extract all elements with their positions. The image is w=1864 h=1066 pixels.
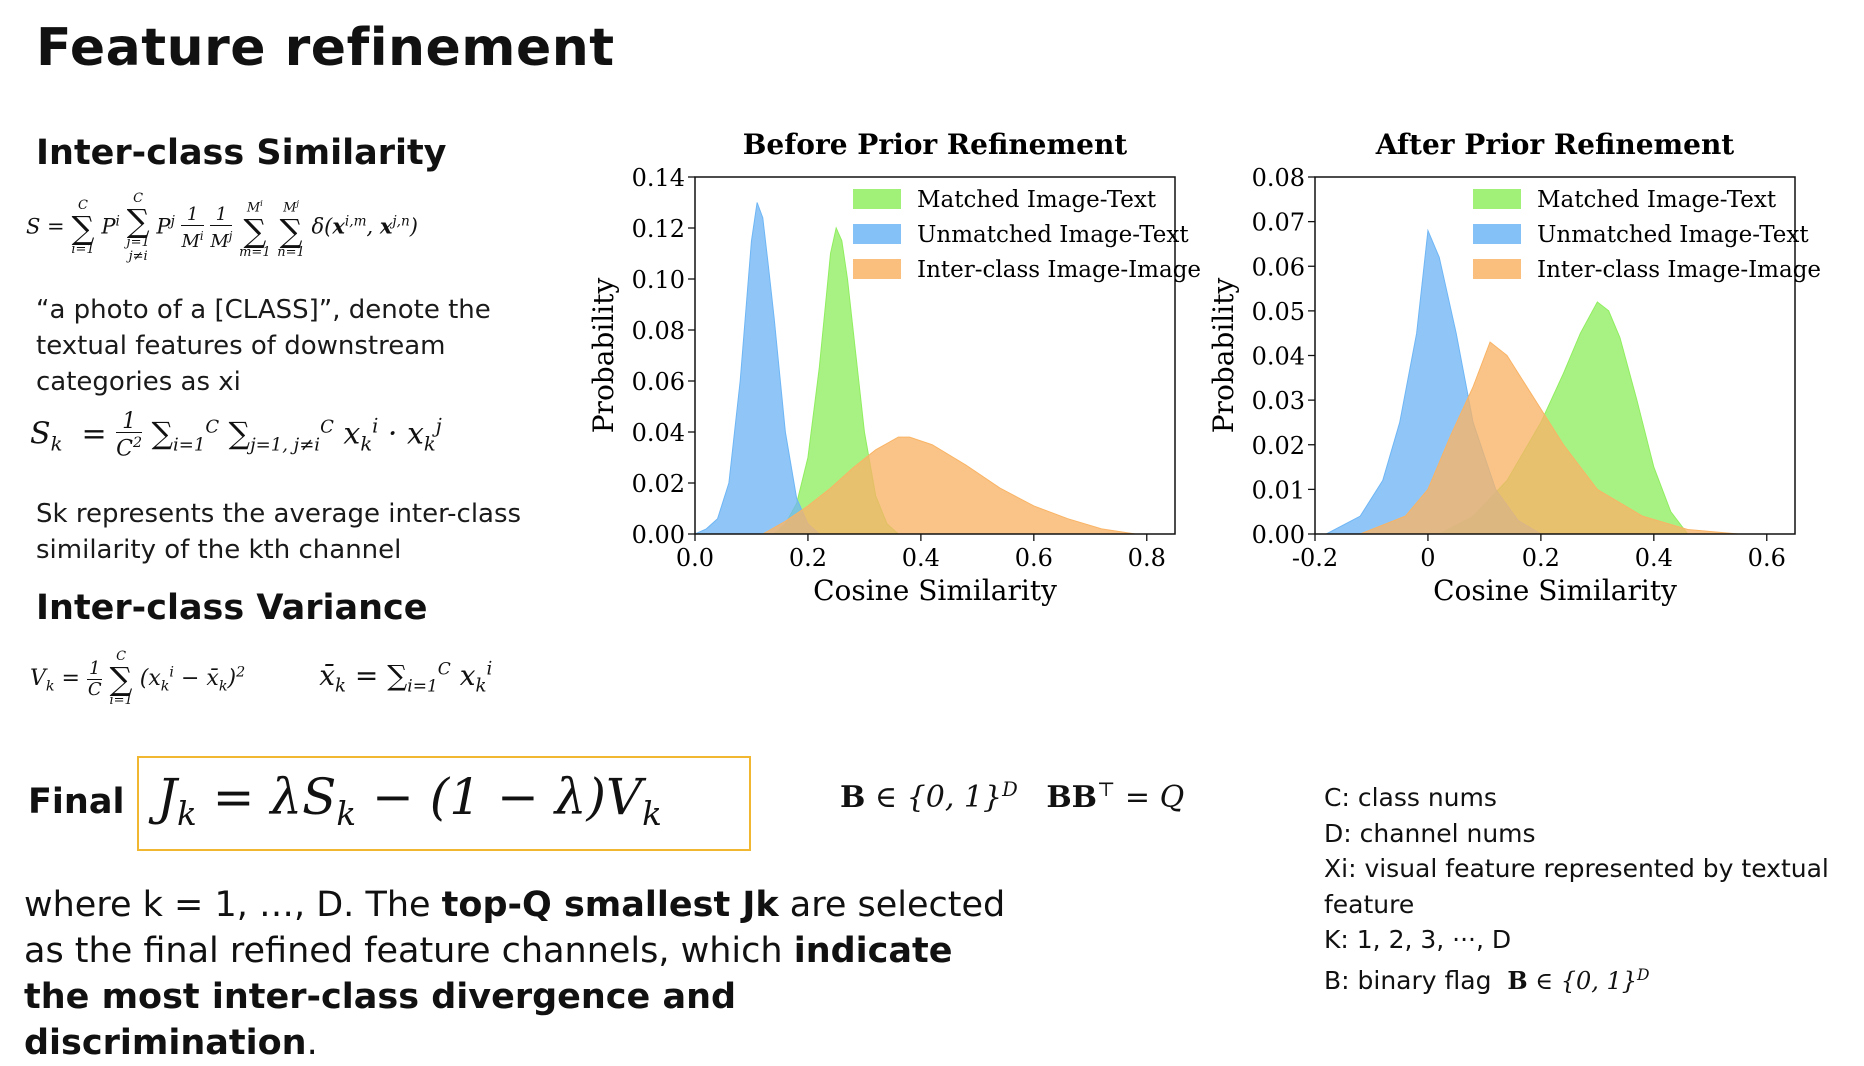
sk-formula: Sk = 1 C2 ∑i=1C ∑j=1, j≠iC xki · xkj: [30, 409, 442, 462]
note-item: D: channel nums: [1324, 818, 1536, 848]
similarity-formula: S = C ∑ i=1 Pi C ∑ j=1 j≠i Pj 1 Mi 1 Mj Mi ∑ m=1 …: [26, 191, 418, 264]
chart-title: Before Prior Refinement: [743, 128, 1128, 161]
notation-notes: C: class nums D: channel nums Xi: visual…: [1324, 780, 1844, 999]
legend-swatch: [1473, 189, 1521, 209]
sk-description: Sk represents the average inter-class si…: [36, 499, 522, 565]
variance-heading: Inter-class Variance: [36, 588, 428, 628]
x-tick-label: -0.2: [1292, 544, 1338, 572]
final-formula: Jk = λSk − (1 − λ)Vk: [157, 768, 662, 833]
legend-label: Inter-class Image-Image: [917, 257, 1200, 283]
legend-label: Unmatched Image-Text: [1537, 222, 1809, 248]
y-tick-label: 0.05: [1252, 298, 1305, 326]
legend-label: Matched Image-Text: [917, 187, 1157, 213]
final-label: Final: [28, 782, 125, 822]
chart-title: After Prior Refinement: [1375, 128, 1735, 161]
series-area-2: [694, 202, 821, 535]
final-formula-box: Jk = λSk − (1 − λ)Vk: [137, 756, 751, 851]
x-tick-label: 0: [1420, 544, 1435, 572]
legend-label: Inter-class Image-Image: [1537, 257, 1821, 283]
y-tick-label: 0.01: [1252, 476, 1305, 504]
legend-label: Matched Image-Text: [1537, 187, 1777, 213]
x-tick-label: 0.6: [1015, 544, 1053, 572]
y-tick-label: 0.00: [632, 521, 685, 549]
y-tick-label: 0.06: [632, 368, 685, 396]
note-item: C: class nums: [1324, 783, 1497, 812]
y-tick-label: 0.08: [1252, 164, 1305, 192]
y-axis-label: Probability: [1207, 278, 1240, 434]
similarity-description: “a photo of a [CLASS]”, denote the textu…: [36, 295, 491, 397]
y-tick-label: 0.04: [1252, 343, 1305, 371]
y-tick-label: 0.08: [632, 317, 685, 345]
note-item: Xi: visual feature represented by textua…: [1324, 854, 1829, 919]
x-tick-label: 0.0: [676, 544, 714, 572]
y-tick-label: 0.02: [632, 470, 685, 498]
conclusion-text: where k = 1, …, D. The top-Q smallest Jk…: [24, 885, 1006, 1063]
note-item: K: 1, 2, 3, ···, D: [1324, 925, 1512, 954]
series-area-3: [760, 436, 1136, 535]
y-tick-label: 0.04: [632, 419, 685, 447]
similarity-heading: Inter-class Similarity: [36, 133, 447, 173]
binary-constraint-formula: B ∈ {0, 1}D BB⊤ = Q: [840, 778, 1185, 815]
legend-swatch: [1473, 224, 1521, 244]
page-title: Feature refinement: [36, 18, 615, 78]
legend-swatch: [853, 189, 901, 209]
legend-swatch: [853, 259, 901, 279]
y-tick-label: 0.00: [1252, 521, 1305, 549]
x-tick-label: 0.4: [1635, 544, 1673, 572]
y-tick-label: 0.03: [1252, 387, 1305, 415]
x-tick-label: 0.2: [1522, 544, 1560, 572]
series-area-3: [1359, 341, 1739, 535]
y-tick-label: 0.10: [632, 266, 685, 294]
legend-swatch: [1473, 259, 1521, 279]
chart-before-refinement: Before Prior Refinement 0.00 0.02 0.04 0.06 0…: [587, 128, 1200, 607]
chart-after-refinement: After Prior Refinement 0.00 0.01 0.02 0.03 0.…: [1207, 128, 1821, 607]
x-tick-label: 0.2: [789, 544, 827, 572]
y-tick-label: 0.07: [1252, 209, 1305, 237]
plot-frame: [694, 176, 1176, 535]
y-tick-label: 0.02: [1252, 432, 1305, 460]
note-item: B: binary flag B ∈ {0, 1}D: [1324, 965, 1650, 995]
y-tick-label: 0.12: [632, 215, 685, 243]
y-tick-label: 0.06: [1252, 253, 1305, 281]
legend-label: Unmatched Image-Text: [917, 222, 1189, 248]
x-tick-label: 0.8: [1128, 544, 1166, 572]
y-axis-label: Probability: [587, 278, 620, 434]
x-tick-label: 0.6: [1748, 544, 1786, 572]
x-axis-label: Cosine Similarity: [813, 574, 1057, 607]
x-tick-label: 0.4: [902, 544, 940, 572]
x-axis-label: Cosine Similarity: [1433, 574, 1677, 607]
legend-swatch: [853, 224, 901, 244]
y-tick-label: 0.14: [632, 164, 685, 192]
